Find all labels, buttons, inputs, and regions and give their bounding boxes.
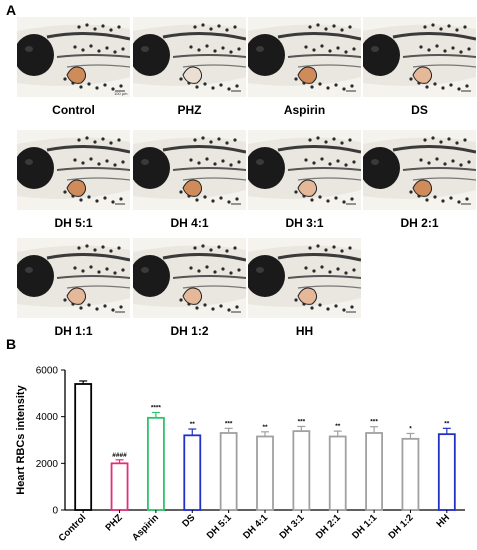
y-tick-label: 0 <box>52 506 58 517</box>
bar <box>292 430 311 511</box>
panel-label-b: B <box>6 336 17 352</box>
bar <box>219 432 238 511</box>
bar <box>401 437 420 511</box>
significance-label: *** <box>225 420 233 427</box>
fish-image <box>17 238 130 318</box>
fish-image <box>17 17 130 97</box>
x-tick-label: DH 1:1 <box>350 512 380 542</box>
fish-image <box>17 130 130 210</box>
fish-image-label: DH 1:1 <box>54 324 93 338</box>
x-tick-label: DH 5:1 <box>205 512 235 542</box>
fish-image <box>133 130 246 210</box>
significance-label: #### <box>112 452 127 459</box>
fish-image-label: Control <box>52 103 95 117</box>
fish-image <box>363 130 476 210</box>
y-tick-label: 4000 <box>36 412 59 423</box>
y-tick-label: 6000 <box>36 366 59 377</box>
x-tick-label: DH 3:1 <box>277 512 307 542</box>
fish-image-label: DH 1:2 <box>170 324 209 338</box>
significance-label: ** <box>190 421 196 428</box>
x-tick-label: DH 1:2 <box>387 512 416 541</box>
bar <box>328 435 347 511</box>
significance-label: ** <box>335 423 341 430</box>
significance-label: *** <box>298 418 306 425</box>
x-tick-label: DH 4:1 <box>241 512 271 542</box>
significance-label: *** <box>370 419 378 426</box>
bar <box>110 462 129 511</box>
y-tick-label: 2000 <box>36 459 59 470</box>
bar <box>256 435 274 511</box>
significance-label: * <box>409 425 412 432</box>
fish-image-label: DH 3:1 <box>285 216 324 230</box>
significance-label: **** <box>151 404 162 411</box>
y-axis-label: Heart RBCs intensity <box>15 384 27 494</box>
fish-image <box>363 17 476 97</box>
bar <box>437 433 456 511</box>
fish-image <box>248 238 361 318</box>
fish-image-label: DH 2:1 <box>400 216 439 230</box>
bar <box>365 432 383 511</box>
fish-image-label: PHZ <box>177 103 202 117</box>
bar-chart: 0 2000 4000 6000 Heart RBCs intensity Control… <box>15 366 465 544</box>
x-tick-label: HH <box>434 512 452 530</box>
fish-image-label: DH 5:1 <box>54 216 93 230</box>
fish-image <box>248 130 361 210</box>
x-tick-label: DH 2:1 <box>314 512 344 542</box>
fish-image <box>133 17 246 97</box>
fish-image-label: HH <box>295 324 314 338</box>
x-tick-label: Control <box>57 512 89 544</box>
fish-image-label: DH 4:1 <box>170 216 209 230</box>
significance-label: ** <box>444 420 450 427</box>
x-tick-label: DS <box>180 512 197 529</box>
fish-image-label: DS <box>411 103 428 117</box>
x-tick-label: PHZ <box>103 512 124 533</box>
panel-label-a: A <box>6 2 17 18</box>
bar <box>74 383 93 511</box>
scale-bar-label: 100 μm <box>114 91 128 96</box>
bar <box>183 434 202 511</box>
fish-image <box>248 17 361 97</box>
significance-label: ** <box>262 424 268 431</box>
bar <box>147 416 165 511</box>
x-tick-label: Aspirin <box>130 512 161 543</box>
fish-image <box>133 238 246 318</box>
fish-image-label: Aspirin <box>283 103 326 117</box>
